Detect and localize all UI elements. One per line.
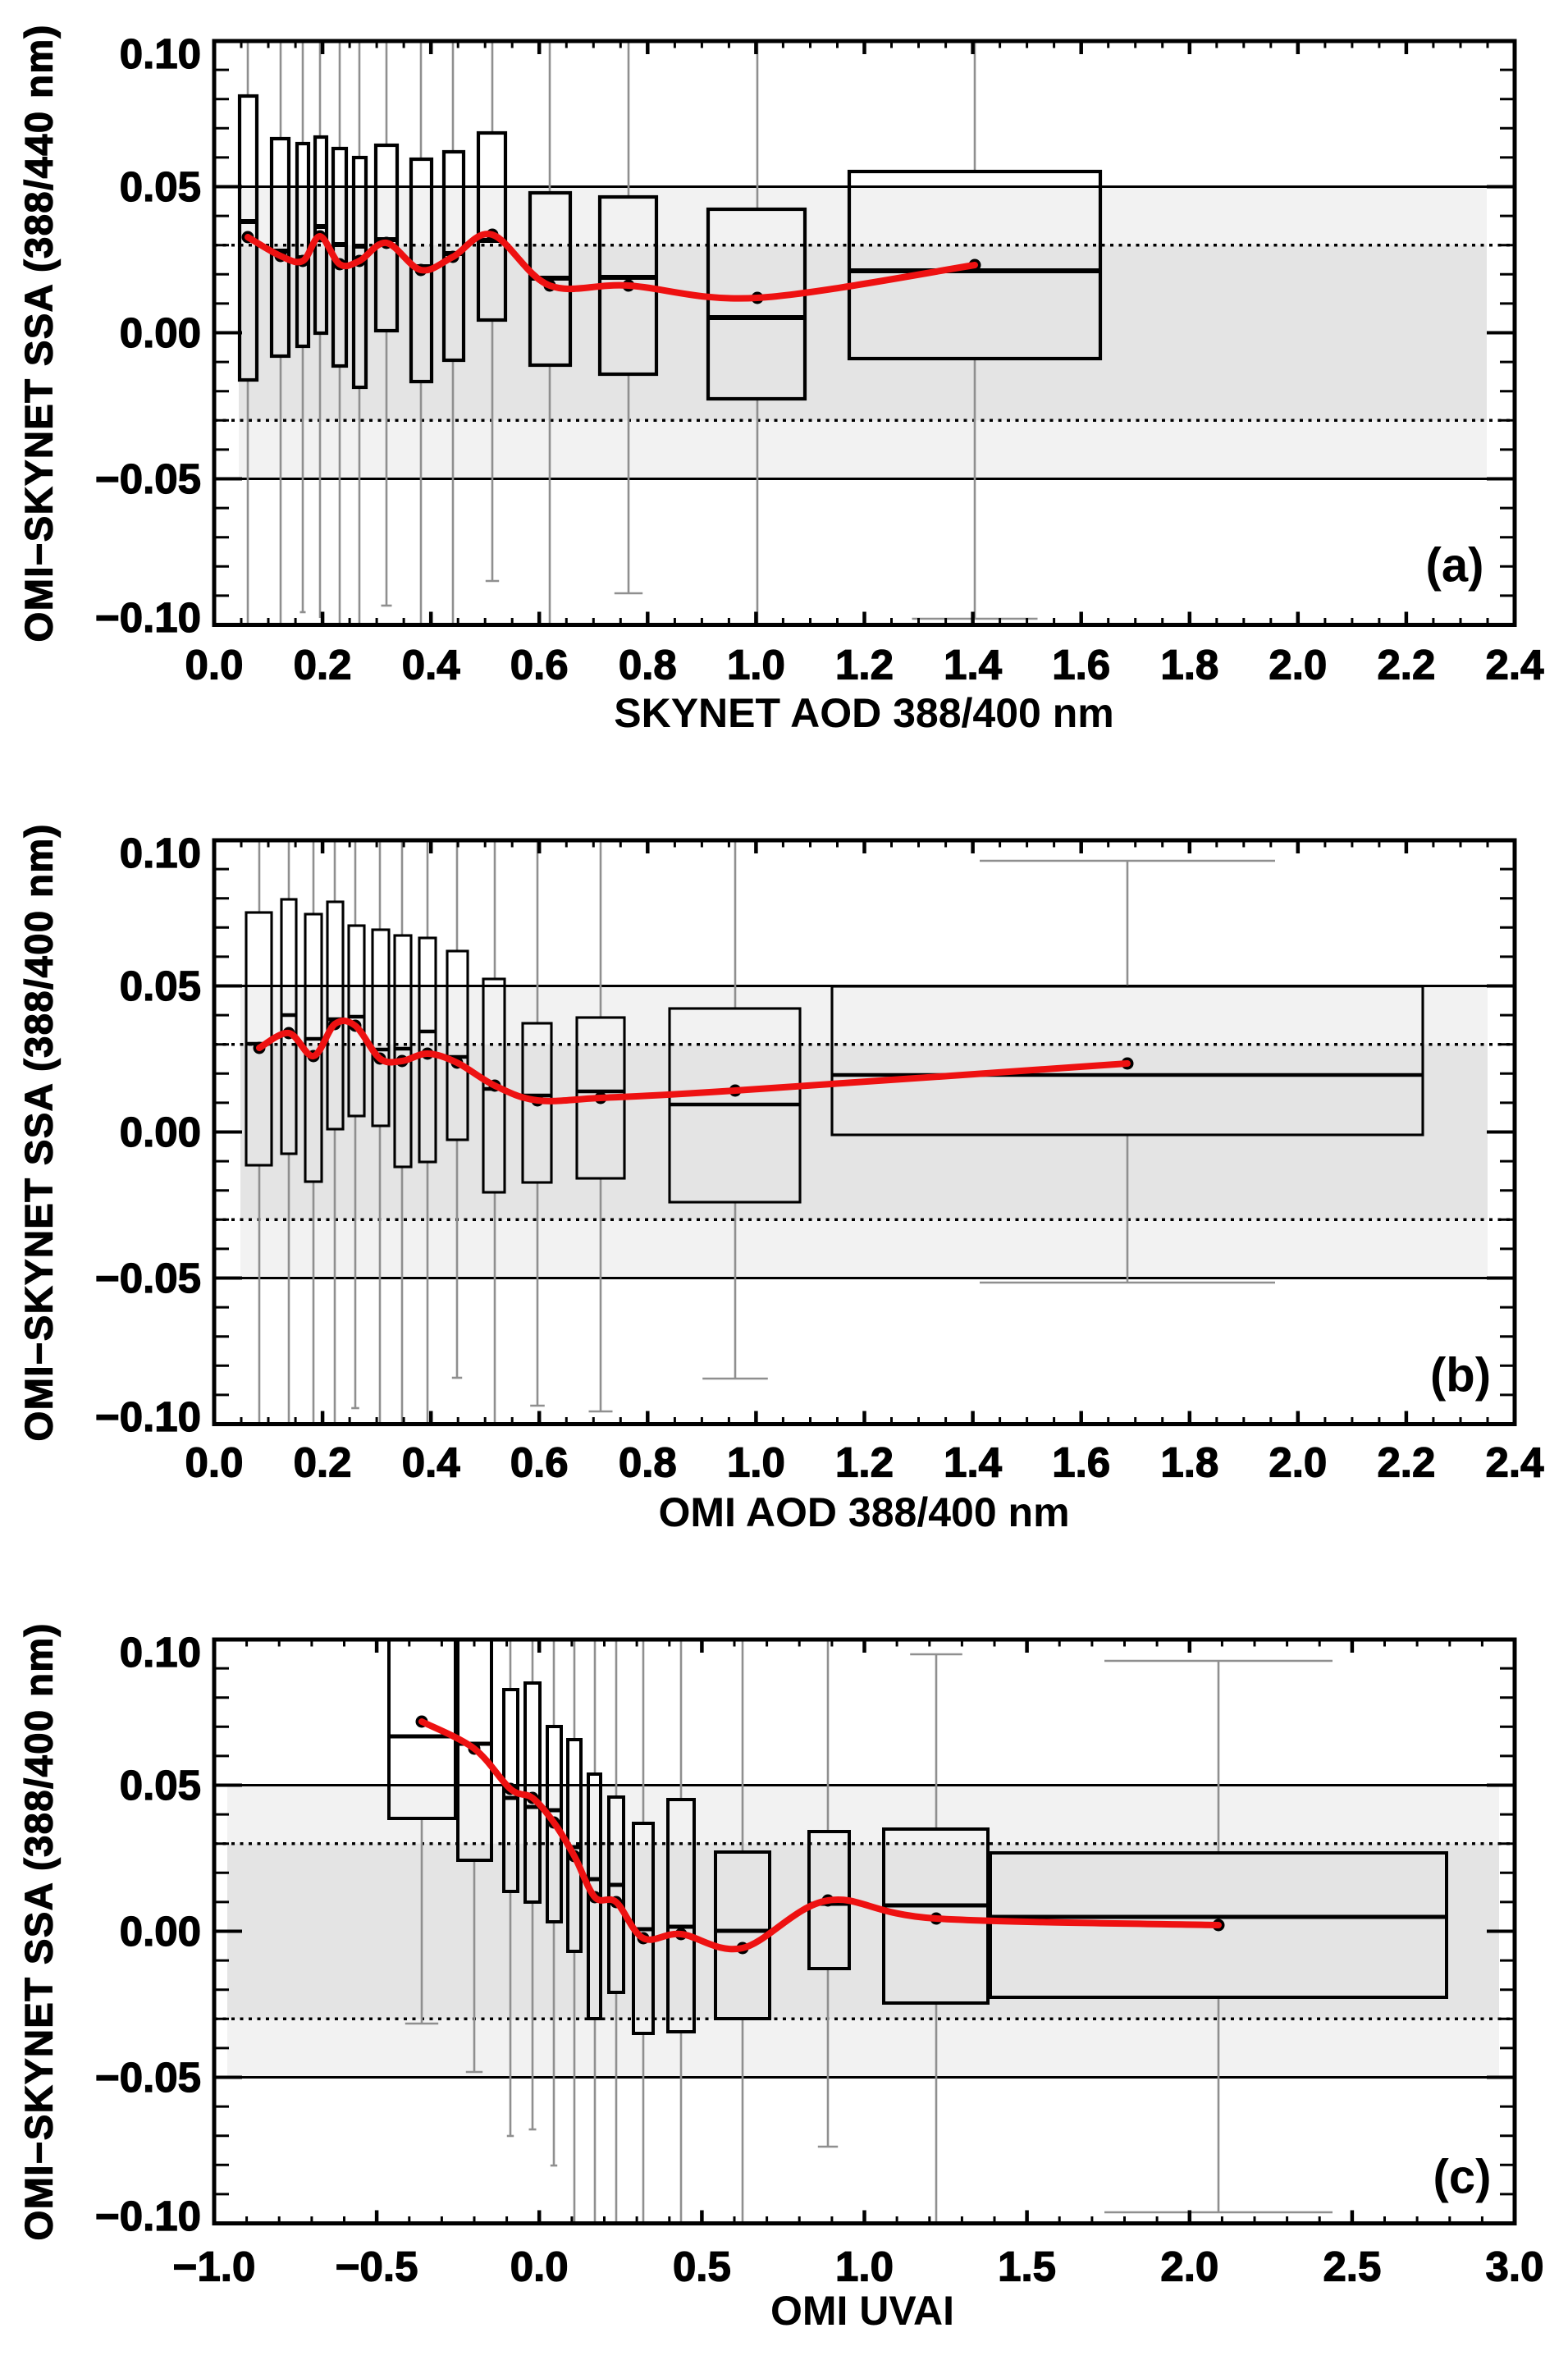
svg-text:1.4: 1.4 xyxy=(944,1439,1003,1486)
svg-text:2.4: 2.4 xyxy=(1486,642,1545,688)
svg-text:2.0: 2.0 xyxy=(1269,642,1327,688)
svg-text:1.0: 1.0 xyxy=(727,642,785,688)
svg-text:3.0: 3.0 xyxy=(1486,2243,1544,2290)
svg-text:0.2: 0.2 xyxy=(294,642,352,688)
svg-text:0.8: 0.8 xyxy=(619,642,677,688)
svg-text:0.2: 0.2 xyxy=(294,1439,352,1486)
svg-text:0.0: 0.0 xyxy=(510,2243,569,2290)
svg-text:2.4: 2.4 xyxy=(1486,1439,1545,1486)
svg-text:2.0: 2.0 xyxy=(1269,1439,1327,1486)
svg-text:(c): (c) xyxy=(1433,2151,1492,2204)
svg-text:0.10: 0.10 xyxy=(120,830,201,876)
svg-text:0.05: 0.05 xyxy=(120,163,201,210)
svg-text:0.10: 0.10 xyxy=(120,30,201,77)
svg-text:0.4: 0.4 xyxy=(402,642,461,688)
svg-text:0.6: 0.6 xyxy=(510,642,569,688)
svg-text:OMI−SKYNET SSA (388/400 nm): OMI−SKYNET SSA (388/400 nm) xyxy=(17,1622,61,2240)
svg-text:2.0: 2.0 xyxy=(1160,2243,1218,2290)
svg-text:OMI−SKYNET SSA (388/440 nm): OMI−SKYNET SSA (388/440 nm) xyxy=(17,24,61,642)
svg-text:1.0: 1.0 xyxy=(835,2243,894,2290)
svg-text:1.4: 1.4 xyxy=(944,642,1003,688)
svg-text:1.6: 1.6 xyxy=(1052,1439,1110,1486)
svg-text:0.8: 0.8 xyxy=(619,1439,677,1486)
svg-text:OMI UVAI: OMI UVAI xyxy=(770,2288,954,2334)
svg-text:1.2: 1.2 xyxy=(835,642,894,688)
svg-text:(b): (b) xyxy=(1430,1349,1491,1402)
svg-text:1.8: 1.8 xyxy=(1160,1439,1218,1486)
svg-text:2.2: 2.2 xyxy=(1377,1439,1435,1486)
svg-text:0.00: 0.00 xyxy=(120,1109,201,1155)
svg-text:0.10: 0.10 xyxy=(120,1629,201,1676)
svg-text:−0.05: −0.05 xyxy=(95,2054,201,2101)
svg-text:1.5: 1.5 xyxy=(998,2243,1056,2290)
svg-text:1.0: 1.0 xyxy=(727,1439,785,1486)
svg-text:−1.0: −1.0 xyxy=(173,2243,256,2290)
svg-text:0.4: 0.4 xyxy=(402,1439,461,1486)
svg-text:1.2: 1.2 xyxy=(835,1439,894,1486)
svg-text:0.5: 0.5 xyxy=(673,2243,731,2290)
svg-text:(a): (a) xyxy=(1426,539,1484,592)
svg-text:OMI AOD 388/400 nm: OMI AOD 388/400 nm xyxy=(658,1489,1069,1535)
svg-text:−0.05: −0.05 xyxy=(95,455,201,502)
svg-text:−0.5: −0.5 xyxy=(336,2243,418,2290)
svg-text:0.6: 0.6 xyxy=(510,1439,569,1486)
svg-text:0.05: 0.05 xyxy=(120,963,201,1009)
svg-text:0.00: 0.00 xyxy=(120,309,201,356)
svg-text:0.00: 0.00 xyxy=(120,1908,201,1955)
svg-text:1.6: 1.6 xyxy=(1052,642,1110,688)
svg-text:SKYNET AOD 388/400 nm: SKYNET AOD 388/400 nm xyxy=(614,690,1113,736)
svg-text:0.0: 0.0 xyxy=(185,1439,244,1486)
svg-text:−0.10: −0.10 xyxy=(95,2193,201,2239)
svg-text:0.0: 0.0 xyxy=(185,642,244,688)
svg-text:−0.10: −0.10 xyxy=(95,1393,201,1440)
svg-text:OMI−SKYNET SSA (388/400 nm): OMI−SKYNET SSA (388/400 nm) xyxy=(17,823,61,1441)
svg-text:−0.05: −0.05 xyxy=(95,1255,201,1301)
svg-text:2.5: 2.5 xyxy=(1323,2243,1381,2290)
svg-text:−0.10: −0.10 xyxy=(95,594,201,641)
svg-text:2.2: 2.2 xyxy=(1377,642,1435,688)
svg-text:1.8: 1.8 xyxy=(1160,642,1218,688)
svg-text:0.05: 0.05 xyxy=(120,1762,201,1809)
